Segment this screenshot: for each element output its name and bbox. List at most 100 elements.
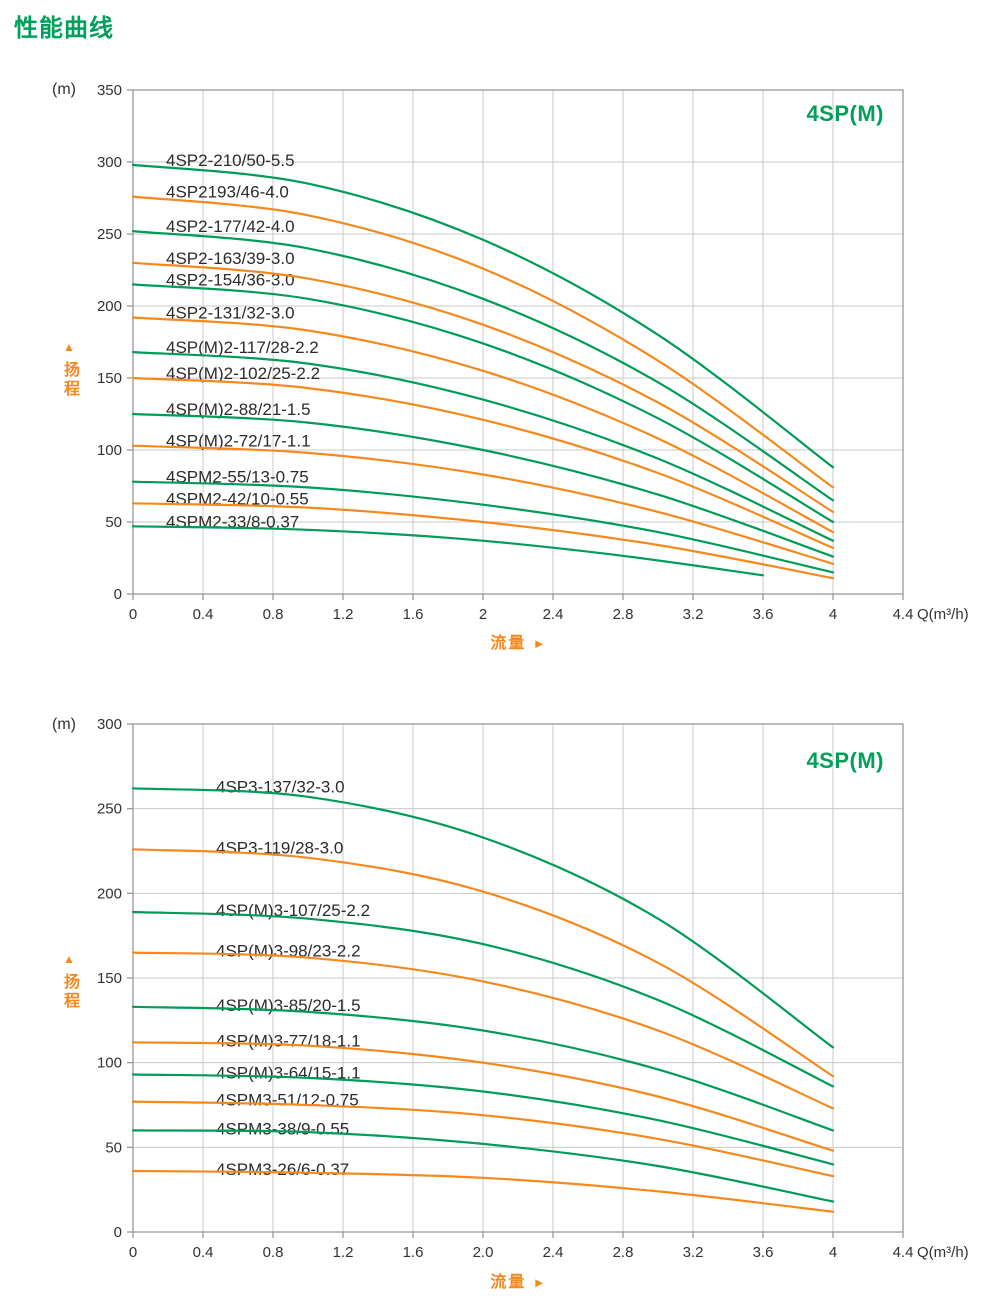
up-arrow-icon: ▲ — [63, 340, 75, 354]
chart-0: 0 0.4 0.8 1.2 1.6 2 2.4 2.8 3.2 3.6 4 4.4 Q(m³/h) 350… — [97, 82, 969, 623]
y-axis-unit: (m) — [52, 716, 76, 733]
y-tick-label: 50 — [105, 514, 122, 531]
x-axis-unit: Q(m³/h) — [917, 606, 969, 623]
pump-curve — [131, 787, 835, 1049]
plot-border — [132, 89, 904, 595]
curve-label: 4SPM3-38/9-0.55 — [216, 1119, 349, 1138]
pump-curve — [131, 1073, 835, 1166]
y-tick-label: 150 — [97, 370, 122, 387]
y-axis-title-text: 扬程 — [61, 973, 78, 1011]
x-tick-label: 4 — [829, 606, 837, 623]
pump-curve — [131, 376, 835, 549]
x-tick-label: 0.8 — [263, 606, 284, 623]
x-tick-label: 2 — [479, 606, 487, 623]
y-tick-label: 200 — [97, 298, 122, 315]
x-tick-label: 3.6 — [753, 606, 774, 623]
y-tick-label: 350 — [97, 82, 122, 99]
curve-label: 4SP2-154/36-3.0 — [166, 270, 295, 289]
curve-label: 4SP2-210/50-5.5 — [166, 151, 295, 170]
x-axis-unit: Q(m³/h) — [917, 1244, 969, 1261]
curve-label: 4SP(M)2-117/28-2.2 — [166, 338, 319, 357]
right-arrow-icon: ► — [532, 636, 546, 651]
pump-curve — [131, 525, 765, 577]
curve-label: 4SP2193/46-4.0 — [166, 183, 289, 202]
x-axis-title: 流量 ► — [448, 1268, 588, 1292]
pump-curve — [131, 951, 835, 1110]
page-title: 性能曲线 — [14, 15, 114, 42]
y-tick-label: 300 — [97, 154, 122, 171]
x-tick-label: 3.2 — [683, 1244, 704, 1261]
pump-curve — [131, 848, 835, 1078]
pump-curve — [131, 444, 835, 565]
x-tick-label: 1.6 — [403, 606, 424, 623]
pump-curve — [131, 1041, 835, 1152]
curve-label: 4SP(M)2-72/17-1.1 — [166, 432, 311, 451]
pump-curve — [131, 163, 835, 469]
pump-curve — [131, 1169, 835, 1213]
y-axis-title: ▲ 扬程 — [56, 340, 82, 399]
x-tick-label: 2.8 — [613, 1244, 634, 1261]
up-arrow-icon: ▲ — [63, 952, 75, 966]
x-tick-label: 2.8 — [613, 606, 634, 623]
x-tick-label: 2.4 — [543, 606, 564, 623]
curve-label: 4SPM3-26/6-0.37 — [216, 1160, 349, 1179]
pump-curve — [131, 230, 835, 502]
curve-label: 4SP(M)2-88/21-1.5 — [166, 400, 311, 419]
curve-label: 4SP(M)3-77/18-1.1 — [216, 1031, 361, 1050]
x-tick-label: 2.4 — [543, 1244, 564, 1261]
pump-curve — [131, 316, 835, 534]
x-tick-label: 0.8 — [263, 1244, 284, 1261]
pump-curve — [131, 1129, 835, 1203]
pump-curve — [131, 351, 835, 542]
x-tick-label: 4 — [829, 1244, 837, 1261]
y-tick-label: 250 — [97, 801, 122, 818]
y-tick-label: 100 — [97, 1055, 122, 1072]
y-axis-title: ▲ 扬程 — [56, 952, 82, 1011]
y-tick-label: 200 — [97, 885, 122, 902]
x-tick-label: 0 — [129, 1244, 137, 1261]
pump-curve — [131, 1005, 835, 1132]
x-tick-label: 2.0 — [473, 1244, 494, 1261]
x-tick-label: 4.4 — [893, 1244, 914, 1261]
y-axis-title-text: 扬程 — [61, 361, 78, 399]
pump-curve — [131, 261, 835, 513]
pump-curve — [131, 283, 835, 524]
chart-series-title: 4SP(M) — [806, 748, 884, 773]
x-axis-title-text: 流量 — [490, 635, 527, 652]
curve-label: 4SP(M)3-98/23-2.2 — [216, 942, 361, 961]
curve-label: 4SP2-177/42-4.0 — [166, 217, 295, 236]
y-tick-label: 250 — [97, 226, 122, 243]
x-tick-label: 0.4 — [193, 1244, 214, 1261]
y-tick-label: 150 — [97, 970, 122, 987]
x-tick-label: 0.4 — [193, 606, 214, 623]
y-tick-label: 300 — [97, 716, 122, 733]
x-tick-label: 1.6 — [403, 1244, 424, 1261]
x-axis-title-text: 流量 — [490, 1274, 527, 1291]
y-tick-label: 50 — [105, 1139, 122, 1156]
pump-curve — [131, 910, 835, 1088]
x-tick-label: 3.6 — [753, 1244, 774, 1261]
x-axis-title: 流量 ► — [448, 629, 588, 653]
x-tick-label: 0 — [129, 606, 137, 623]
y-tick-label: 0 — [114, 1224, 122, 1241]
y-axis-unit: (m) — [52, 81, 76, 98]
curve-label: 4SP(M)3-85/20-1.5 — [216, 996, 361, 1015]
pump-curve — [131, 502, 835, 580]
pump-curve — [131, 1100, 835, 1178]
pump-curve — [131, 412, 835, 558]
curve-label: 4SP2-131/32-3.0 — [166, 304, 295, 323]
x-tick-label: 1.2 — [333, 1244, 354, 1261]
x-tick-label: 3.2 — [683, 606, 704, 623]
y-tick-label: 0 — [114, 586, 122, 603]
x-tick-label: 1.2 — [333, 606, 354, 623]
x-tick-label: 4.4 — [893, 606, 914, 623]
curve-label: 4SPM2-55/13-0.75 — [166, 468, 309, 487]
chart-1: 0 0.4 0.8 1.2 1.6 2.0 2.4 2.8 3.2 3.6 4 4.4 Q(m³/h) 3… — [97, 716, 969, 1261]
chart-series-title: 4SP(M) — [806, 101, 884, 126]
pump-curve — [131, 480, 835, 574]
pump-curve — [131, 195, 835, 489]
right-arrow-icon: ► — [532, 1275, 546, 1290]
curve-label: 4SP(M)2-102/25-2.2 — [166, 364, 320, 383]
curve-label: 4SP2-163/39-3.0 — [166, 249, 295, 268]
